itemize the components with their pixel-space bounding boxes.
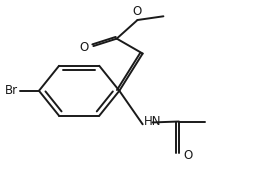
Text: O: O bbox=[133, 5, 142, 18]
Text: O: O bbox=[184, 149, 193, 162]
Text: HN: HN bbox=[144, 115, 161, 128]
Text: O: O bbox=[79, 40, 89, 53]
Text: Br: Br bbox=[5, 84, 18, 97]
